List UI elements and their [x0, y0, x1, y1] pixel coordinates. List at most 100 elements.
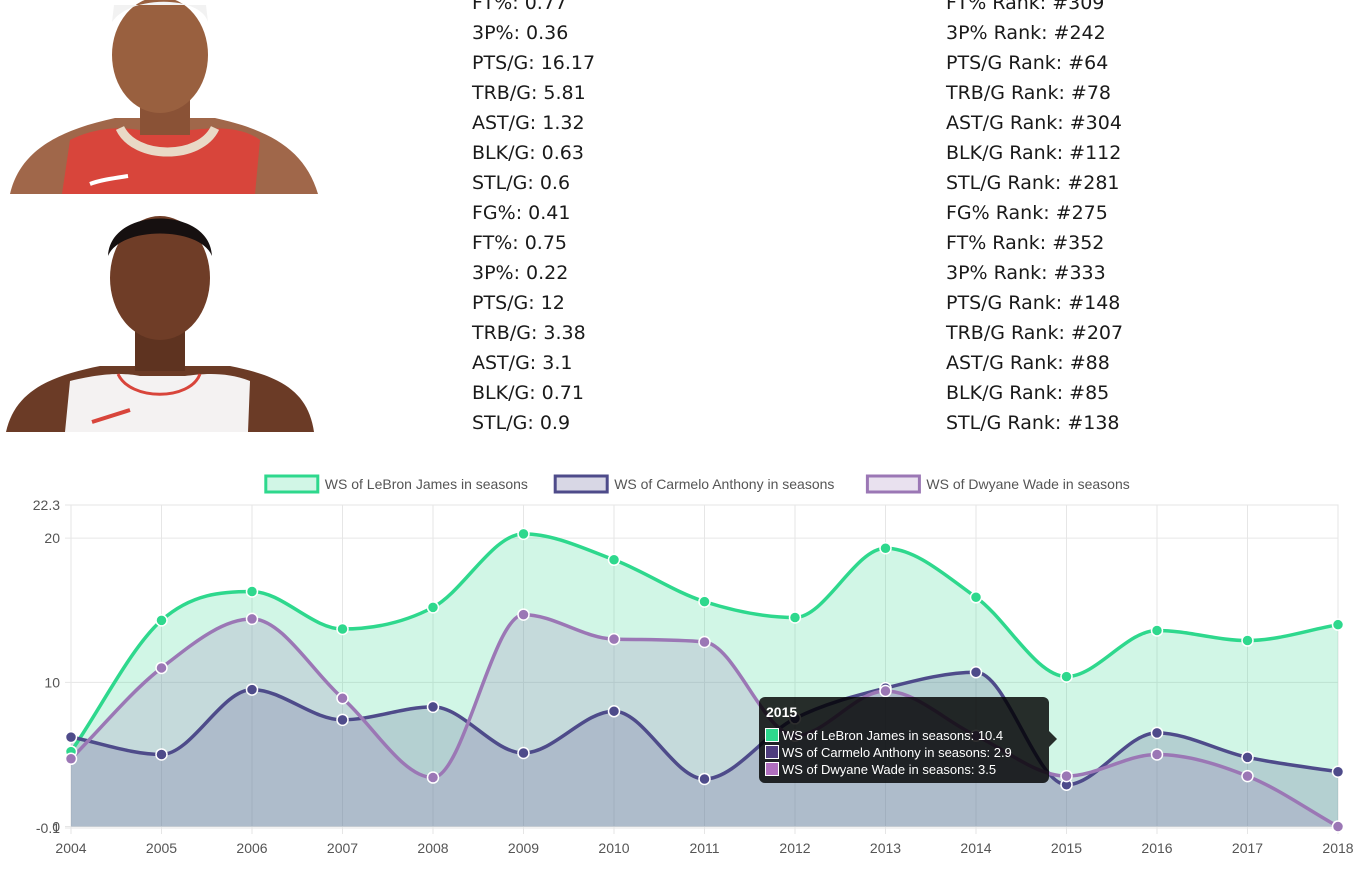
- stat-value: AST/G: 3.1: [472, 352, 573, 374]
- data-point-dwyane-wade: [698, 635, 711, 649]
- data-point-carmelo-anthony: [607, 704, 621, 718]
- stat-value: STL/G: 0.6: [472, 172, 571, 194]
- legend-swatch-dwyane-wade: [865, 474, 921, 494]
- stat-value: FT%: 0.75: [472, 232, 567, 254]
- x-tick-label: 2005: [146, 840, 177, 856]
- data-point-lebron-james: [607, 553, 621, 567]
- legend-swatch-carmelo-anthony: [553, 474, 609, 494]
- data-point-carmelo-anthony: [969, 666, 983, 679]
- x-tick-label: 2012: [779, 840, 810, 856]
- x-tick-label: 2016: [1141, 840, 1172, 856]
- data-point-lebron-james: [879, 542, 892, 555]
- x-tick-label: 2007: [327, 840, 358, 856]
- tooltip-caret: [1049, 731, 1057, 747]
- data-point-lebron-james: [1150, 624, 1164, 637]
- x-tick-label: 2013: [870, 840, 901, 856]
- stat-rank: STL/G Rank: #138: [946, 412, 1120, 434]
- tooltip-swatch-carmelo: [765, 745, 779, 759]
- stat-value: FT%: 0.77: [472, 0, 567, 14]
- stat-rank: AST/G Rank: #304: [946, 112, 1122, 134]
- x-tick-label: 2006: [236, 840, 267, 856]
- stat-value: BLK/G: 0.63: [472, 142, 584, 164]
- player-photo-carmelo-anthony: [0, 0, 330, 194]
- data-point-dwyane-wade: [336, 691, 349, 705]
- data-point-lebron-james: [245, 585, 259, 598]
- y-tick-label: 20: [44, 530, 60, 546]
- data-point-lebron-james: [969, 591, 983, 604]
- data-point-carmelo-anthony: [64, 730, 78, 744]
- stat-rank: BLK/G Rank: #112: [946, 142, 1122, 164]
- x-tick-label: 2010: [598, 840, 629, 856]
- x-tick-label: 2009: [508, 840, 539, 856]
- y-tick-label: -0.1: [36, 820, 60, 836]
- data-point-dwyane-wade: [155, 661, 168, 675]
- data-point-carmelo-anthony: [155, 748, 168, 761]
- x-tick-label: 2004: [55, 840, 86, 856]
- data-point-carmelo-anthony: [1150, 726, 1164, 740]
- stat-rank: BLK/G Rank: #85: [946, 382, 1110, 404]
- stat-value: TRB/G: 3.38: [472, 322, 586, 344]
- data-point-lebron-james: [336, 622, 349, 636]
- stat-value: STL/G: 0.9: [472, 412, 571, 434]
- stat-value: AST/G: 1.32: [472, 112, 585, 134]
- stat-rank: FG% Rank: #275: [946, 202, 1108, 224]
- data-point-dwyane-wade: [64, 752, 78, 766]
- y-tick-label: 0: [52, 819, 60, 835]
- stat-rank: AST/G Rank: #88: [946, 352, 1110, 374]
- stat-value: 3P%: 0.36: [472, 22, 569, 44]
- data-point-dwyane-wade: [1331, 820, 1345, 833]
- stat-rank: TRB/G Rank: #207: [946, 322, 1124, 344]
- win-shares-area-chart: 2004 2005 2006 2007 2008 2009 2010 2011 2012 2013…: [33, 474, 1354, 856]
- data-point-lebron-james: [517, 527, 530, 541]
- x-tick-label: 2008: [417, 840, 448, 856]
- data-point-lebron-james: [426, 601, 440, 614]
- data-point-lebron-james: [1331, 618, 1345, 631]
- tooltip-swatch-wade: [765, 762, 779, 776]
- legend-label-dwyane-wade: WS of Dwyane Wade in seasons: [926, 476, 1129, 492]
- data-point-dwyane-wade: [1060, 769, 1073, 783]
- legend-swatch-lebron-james: [264, 474, 320, 494]
- data-point-carmelo-anthony: [517, 746, 530, 760]
- data-point-lebron-james: [1241, 634, 1254, 647]
- tooltip-row: WS of Carmelo Anthony in seasons: 2.9: [765, 744, 1012, 761]
- x-tick-label: 2015: [1051, 840, 1082, 856]
- stat-rank: TRB/G Rank: #78: [946, 82, 1112, 104]
- data-point-dwyane-wade: [245, 612, 259, 626]
- data-point-carmelo-anthony: [426, 700, 440, 714]
- data-point-dwyane-wade: [879, 684, 892, 698]
- data-point-lebron-james: [155, 614, 168, 627]
- data-point-dwyane-wade: [1241, 769, 1254, 783]
- stat-value: 3P%: 0.22: [472, 262, 569, 284]
- x-tick-label: 2018: [1322, 840, 1353, 856]
- x-tick-label: 2017: [1232, 840, 1263, 856]
- stat-rank: 3P% Rank: #333: [946, 262, 1106, 284]
- stat-value: PTS/G: 16.17: [472, 52, 596, 74]
- data-point-carmelo-anthony: [1331, 765, 1345, 779]
- data-point-dwyane-wade: [1150, 748, 1164, 761]
- tooltip-swatch-lebron: [765, 728, 779, 742]
- data-point-carmelo-anthony: [698, 772, 711, 786]
- x-tick-label: 2014: [960, 840, 991, 856]
- stat-value: FG%: 0.41: [472, 202, 571, 224]
- stat-rank: FT% Rank: #352: [946, 232, 1105, 254]
- series-area-carmelo-anthony: [71, 672, 1338, 827]
- data-point-carmelo-anthony: [336, 713, 349, 727]
- stat-value: BLK/G: 0.71: [472, 382, 584, 404]
- data-point-carmelo-anthony: [245, 683, 259, 696]
- stat-rank: STL/G Rank: #281: [946, 172, 1120, 194]
- x-tick-label: 2011: [689, 840, 719, 856]
- data-point-lebron-james: [1060, 670, 1073, 683]
- player-photo-dwyane-wade: [0, 196, 330, 432]
- data-point-dwyane-wade: [426, 771, 440, 784]
- data-point-dwyane-wade: [517, 608, 530, 621]
- legend-label-carmelo-anthony: WS of Carmelo Anthony in seasons: [614, 476, 834, 492]
- stat-value: PTS/G: 12: [472, 292, 565, 314]
- data-point-lebron-james: [698, 595, 711, 608]
- legend-label-lebron-james: WS of LeBron James in seasons: [325, 476, 528, 492]
- stat-rank: PTS/G Rank: #64: [946, 52, 1109, 74]
- data-point-lebron-james: [788, 611, 802, 624]
- tooltip-row: WS of LeBron James in seasons: 10.4: [765, 727, 1003, 744]
- stat-rank: 3P% Rank: #242: [946, 22, 1106, 44]
- tooltip-title: 2015: [766, 704, 798, 720]
- tooltip-row: WS of Dwyane Wade in seasons: 3.5: [765, 761, 996, 778]
